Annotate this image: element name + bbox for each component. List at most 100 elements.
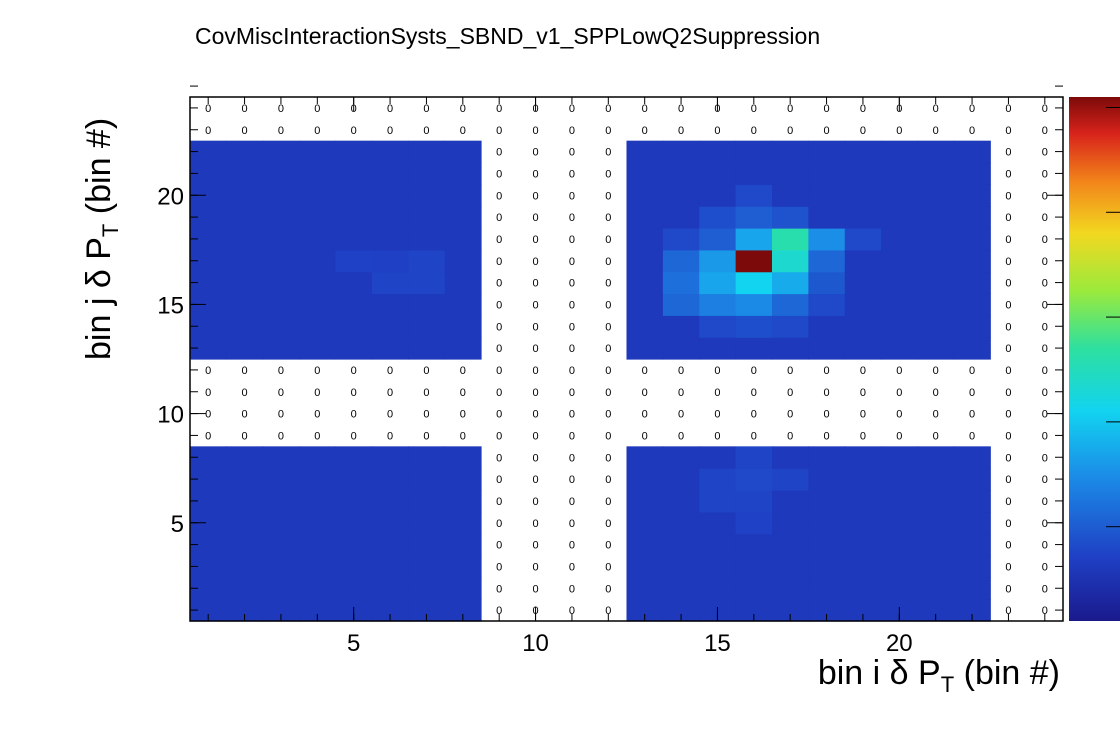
heatmap-cell <box>917 293 955 316</box>
heatmap-cell <box>699 490 737 513</box>
heatmap-cell <box>917 184 955 207</box>
heatmap-cell <box>662 228 700 251</box>
heatmap-cell <box>299 249 337 273</box>
heatmap-cell <box>844 249 882 273</box>
heatmap-cell <box>881 140 919 164</box>
zero-cell-label: 0 <box>423 125 429 137</box>
zero-cell-label: 0 <box>569 212 575 224</box>
heatmap-cell <box>808 206 846 229</box>
heatmap-cell <box>844 599 882 622</box>
heatmap-cell <box>226 162 264 185</box>
zero-cell-label: 0 <box>533 299 539 311</box>
zero-cell-label: 0 <box>642 409 648 421</box>
zero-cell-label: 0 <box>1005 452 1011 464</box>
heatmap-cell <box>844 206 882 229</box>
zero-cell-label: 0 <box>969 365 975 377</box>
heatmap-cell <box>917 490 955 513</box>
heatmap-cell <box>226 533 264 557</box>
zero-cell-label: 0 <box>1005 430 1011 442</box>
heatmap-cell <box>735 315 773 338</box>
heatmap-cell <box>371 533 409 557</box>
heatmap-cell <box>335 206 373 229</box>
heatmap-cell <box>190 511 227 535</box>
zero-cell-label: 0 <box>569 190 575 202</box>
heatmap-cell <box>444 293 482 316</box>
zero-cell-label: 0 <box>1042 452 1048 464</box>
heatmap-cell <box>190 184 227 207</box>
heatmap-cell <box>917 228 955 251</box>
zero-cell-label: 0 <box>969 409 975 421</box>
heatmap-cell <box>626 337 664 360</box>
zero-cell-label: 0 <box>751 103 757 115</box>
heatmap-cell <box>772 184 809 207</box>
heatmap-cell <box>735 228 773 251</box>
zero-cell-label: 0 <box>1042 561 1048 573</box>
zero-cell-label: 0 <box>1005 321 1011 333</box>
zero-cell-label: 0 <box>751 387 757 399</box>
heatmap-cell <box>262 228 300 251</box>
heatmap-cell <box>262 577 300 600</box>
zero-cell-label: 0 <box>933 125 939 137</box>
zero-cell-label: 0 <box>533 125 539 137</box>
heatmap-cell <box>626 162 664 185</box>
heatmap-cell <box>699 184 737 207</box>
heatmap-cell <box>262 249 300 273</box>
zero-cell-label: 0 <box>496 212 502 224</box>
zero-cell-label: 0 <box>969 430 975 442</box>
heatmap-cell <box>662 315 700 338</box>
zero-cell-label: 0 <box>496 343 502 355</box>
heatmap-cell <box>772 271 809 295</box>
zero-cell-label: 0 <box>605 496 611 508</box>
heatmap-cell <box>881 577 919 600</box>
heatmap-cell <box>953 337 991 360</box>
heatmap-cell <box>262 599 300 622</box>
heatmap-cell <box>335 315 373 338</box>
zero-cell-label: 0 <box>242 125 248 137</box>
heatmap-cell <box>226 140 264 164</box>
zero-cell-label: 0 <box>496 103 502 115</box>
heatmap-cell <box>699 249 737 273</box>
zero-cell-label: 0 <box>1042 474 1048 486</box>
zero-cell-label: 0 <box>278 409 284 421</box>
zero-cell-label: 0 <box>460 365 466 377</box>
heatmap-cell <box>299 533 337 557</box>
heatmap-cell <box>371 468 409 491</box>
zero-cell-label: 0 <box>387 409 393 421</box>
zero-cell-label: 0 <box>933 103 939 115</box>
zero-cell-label: 0 <box>969 387 975 399</box>
heatmap-cell <box>772 490 809 513</box>
zero-cell-label: 0 <box>314 409 320 421</box>
zero-cell-label: 0 <box>824 103 830 115</box>
heatmap-cell <box>626 140 664 164</box>
zero-cell-label: 0 <box>1042 147 1048 159</box>
heatmap-cell <box>699 555 737 578</box>
zero-cell-label: 0 <box>605 168 611 180</box>
y-axis-label: bin j δ PT (bin #) <box>80 118 123 360</box>
zero-cell-label: 0 <box>933 365 939 377</box>
zero-cell-label: 0 <box>605 299 611 311</box>
zero-cell-label: 0 <box>605 430 611 442</box>
heatmap-cell <box>371 271 409 295</box>
heatmap-cell <box>881 468 919 491</box>
zero-cell-label: 0 <box>460 430 466 442</box>
x-axis: 5 10 15 20 <box>207 97 1082 657</box>
heatmap-cell <box>299 511 337 535</box>
zero-cell-label: 0 <box>533 387 539 399</box>
heatmap-cell <box>190 446 227 469</box>
zero-cell-label: 0 <box>605 343 611 355</box>
heatmap-cell <box>444 577 482 600</box>
heatmap-cell <box>844 293 882 316</box>
heatmap-cell <box>917 511 955 535</box>
heatmap-cell <box>917 533 955 557</box>
zero-cell-label: 0 <box>714 430 720 442</box>
zero-cell-label: 0 <box>1005 583 1011 595</box>
heatmap-cell <box>735 249 773 273</box>
zero-cell-label: 0 <box>1042 125 1048 137</box>
heatmap-cell <box>371 577 409 600</box>
zero-cell-label: 0 <box>605 452 611 464</box>
heatmap-cell <box>262 446 300 469</box>
zero-cell-label: 0 <box>605 234 611 246</box>
zero-cell-label: 0 <box>205 387 211 399</box>
x-label-greek: δ <box>890 654 909 692</box>
heatmap-cell <box>772 206 809 229</box>
